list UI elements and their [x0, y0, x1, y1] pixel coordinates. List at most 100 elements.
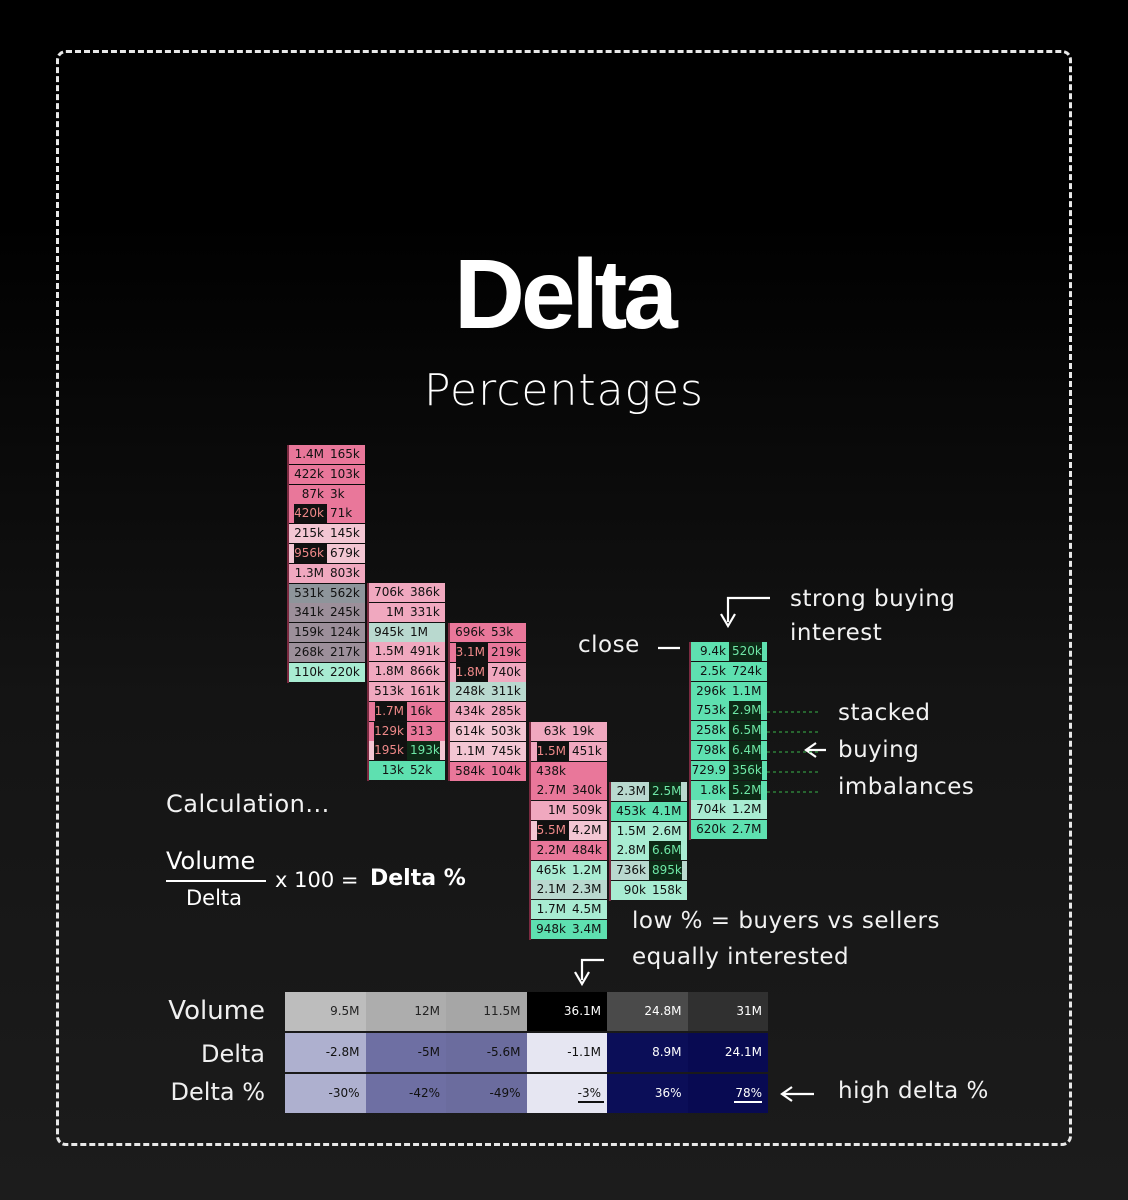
note-low-pct-2: equally interested [632, 944, 850, 970]
bid-volume: 696k [455, 625, 485, 639]
formula-result: Delta % [370, 866, 466, 891]
note-high-pct: high delta % [838, 1078, 989, 1104]
ask-volume: 220k [330, 664, 360, 679]
footprint-row: 87k 3k [289, 484, 365, 504]
ask-volume: 6.5M [729, 721, 762, 741]
row-label-delta: Delta [200, 1040, 265, 1068]
ask-volume: 2.3M [572, 882, 602, 897]
summary-cell-delta: -5M [365, 1033, 446, 1072]
footprint-row: 1.3M 803k [289, 563, 365, 583]
ask-volume: 520k [729, 642, 762, 661]
dashed-frame [56, 50, 1072, 1146]
footprint-row: 1.4M 165k [289, 445, 365, 464]
footprint-row: 215k 145k [289, 524, 365, 544]
ask-volume: 3k [330, 486, 345, 501]
ask-volume: 503k [491, 724, 521, 738]
bid-volume: 513k [374, 684, 404, 698]
ask-volume: 803k [330, 565, 360, 580]
bid-volume: 3.1M [455, 642, 488, 662]
footprint-row: 2.2M 484k [531, 840, 607, 860]
bid-volume: 798k [696, 743, 726, 757]
bid-volume: 1M [548, 803, 566, 818]
bid-volume: 13k [381, 763, 404, 778]
ask-volume: 745k [491, 743, 521, 758]
bid-volume: 1M [386, 604, 404, 619]
note-stacked-3: imbalances [838, 774, 975, 800]
footprint-row: 531k 562k [289, 583, 365, 603]
ask-volume: 161k [410, 684, 440, 698]
ask-volume: 740k [491, 664, 521, 679]
footprint-row: 513k 161k [369, 682, 445, 701]
footprint-row: 1M 331k [369, 602, 445, 622]
bid-volume: 729.9 [691, 762, 726, 777]
footprint-bar: 2.3M 2.5M 453k 4.1M 1.5M 2.6M 2.8M 6.6M 736k 895k… [609, 782, 687, 901]
footprint-bar: 1.4M 165k 422k 103k 87k 3k 420k 71k 215k 145k 956k… [287, 445, 365, 683]
footprint-row: 258k 6.5M [691, 721, 767, 741]
footprint-row: 584k 104k [450, 761, 526, 781]
ask-volume: 313 [410, 723, 433, 738]
footprint-row: 1.1M 745k [450, 741, 526, 761]
ask-volume: 193k [407, 741, 440, 761]
footprint-row: 704k 1.2M [691, 800, 767, 820]
bid-volume: 2.8M [616, 843, 646, 858]
footprint-row: 2.1M 2.3M [531, 880, 607, 900]
bid-volume: 620k [696, 822, 726, 837]
footprint-row: 2.3M 2.5M [611, 782, 687, 801]
bid-volume: 2.5k [699, 663, 726, 678]
footprint-row: 248k 311k [450, 682, 526, 702]
ask-volume: 1.2M [732, 802, 762, 817]
ask-volume: 3.4M [572, 922, 602, 936]
ask-volume: 103k [330, 466, 360, 481]
bid-volume: 9.4k [699, 644, 726, 658]
note-close: close [578, 632, 640, 658]
ask-volume: 340k [572, 783, 602, 798]
note-stacked-1: stacked [838, 700, 931, 726]
ask-volume: 5.2M [729, 780, 762, 800]
footprint-bar: 9.4k 520k 2.5k 724k 296k 1.1M 753k 2.9M 258k 6.5M… [689, 642, 767, 840]
ask-volume: 104k [491, 763, 521, 778]
ask-volume: 4.5M [572, 902, 602, 917]
page-title: Delta [454, 239, 678, 349]
ask-volume: 16k [410, 703, 433, 718]
footprint-row: 2.5k 724k [691, 661, 767, 681]
bid-volume: 1.4M [294, 447, 324, 461]
summary-cell-delta-pct: -30% [285, 1074, 366, 1113]
bid-volume: 258k [696, 723, 726, 738]
footprint-row: 620k 2.7M [691, 820, 767, 840]
ask-volume: 491k [410, 644, 440, 659]
summary-cell-volume: 36.1M [526, 992, 607, 1031]
ask-volume: 217k [330, 645, 360, 659]
formula-denominator: Delta [186, 886, 243, 910]
ask-volume: 356k [729, 760, 762, 780]
bid-volume: 453k [616, 803, 646, 818]
footprint-row: 1.5M 451k [531, 741, 607, 761]
footprint-row: 1.7M 16k [369, 701, 445, 721]
bid-volume: 215k [294, 526, 324, 541]
ask-volume: 509k [572, 803, 602, 818]
footprint-row: 956k 679k [289, 544, 365, 563]
ask-volume: 6.6M [649, 841, 682, 861]
summary-cell-delta-pct: -3% [526, 1074, 607, 1113]
ask-volume: 2.7M [732, 822, 762, 837]
ask-volume: 331k [410, 604, 440, 619]
footprint-row: 948k 3.4M [531, 920, 607, 939]
footprint-row: 9.4k 520k [691, 642, 767, 661]
bid-volume: 195k [374, 741, 407, 761]
footprint-row: 90k 158k [611, 881, 687, 900]
bid-volume: 1.7M [374, 701, 407, 721]
summary-cell-volume: 24.8M [607, 992, 688, 1031]
ask-volume: 311k [491, 684, 521, 699]
footprint-row: 422k 103k [289, 464, 365, 484]
bid-volume: 1.8k [699, 782, 726, 797]
summary-cell-volume: 11.5M [446, 992, 527, 1031]
bid-volume: 5.5M [536, 821, 569, 840]
ask-volume: 895k [649, 861, 682, 881]
ask-volume: 245k [330, 605, 360, 620]
formula-numerator: Volume [166, 847, 256, 875]
footprint-row: 110k 220k [289, 662, 365, 682]
ask-volume: 165k [330, 447, 360, 461]
footprint-row: 736k 895k [611, 861, 687, 881]
summary-cell-delta: -2.8M [285, 1033, 366, 1072]
bid-volume: 268k [294, 645, 324, 659]
formula-multiplier: x 100 = [275, 868, 359, 892]
